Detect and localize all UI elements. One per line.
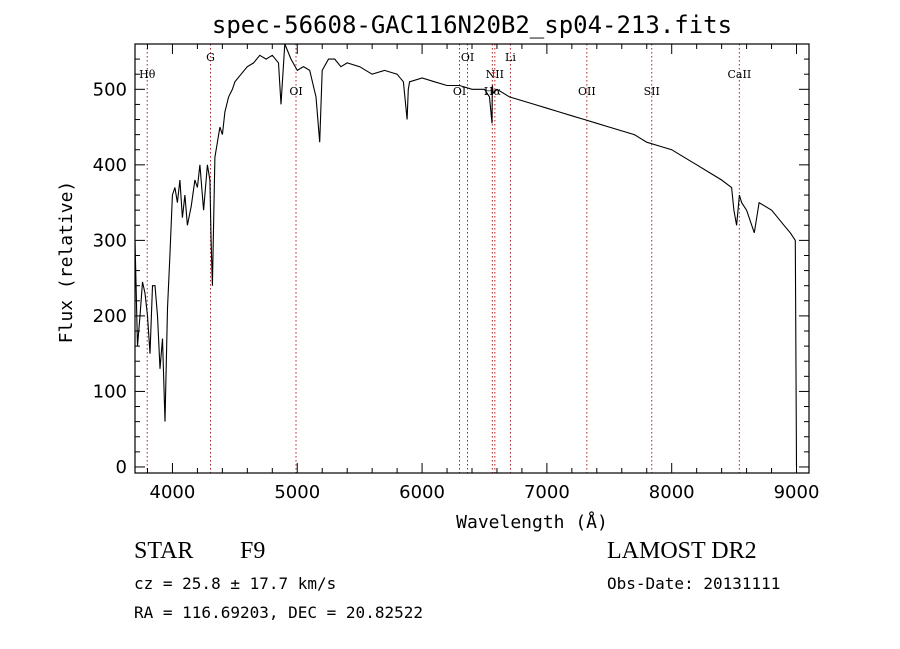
line-annotation-label: OII — [578, 85, 596, 98]
y-tick-label: 400 — [93, 155, 127, 176]
y-tick-label: 100 — [93, 381, 127, 402]
line-annotations: Hθ G OI OI OI NII Hα Li OII SII CaII — [139, 51, 751, 98]
x-axis-label: Wavelength (Å) — [456, 511, 608, 533]
y-tick-label: 200 — [93, 306, 127, 327]
plot-frame — [134, 43, 810, 474]
y-axis-label: Flux (relative) — [56, 181, 77, 344]
line-markers — [146, 44, 740, 473]
redshift-text: cz = 25.8 ± 17.7 km/s — [134, 574, 337, 593]
x-tick-label: 7000 — [524, 482, 570, 503]
x-tick-label: 8000 — [649, 482, 695, 503]
x-tick-label: 6000 — [399, 482, 445, 503]
obs-date: Obs-Date: 20131111 — [607, 574, 781, 593]
spectrum-line — [134, 43, 798, 468]
y-tick-label: 0 — [116, 457, 127, 478]
y-tick-label: 500 — [93, 79, 127, 100]
chart-title: spec-56608-GAC116N20B2_sp04-213.fits — [212, 11, 732, 39]
line-annotation-label: OI — [289, 85, 302, 98]
y-tick-label: 300 — [93, 230, 127, 251]
line-annotation-label: SII — [644, 85, 660, 98]
line-annotation-label: CaII — [728, 68, 752, 81]
line-annotation-label: G — [206, 51, 215, 64]
line-annotation-label: NII — [486, 68, 504, 81]
coordinates: RA = 116.69203, DEC = 20.82522 — [134, 603, 423, 622]
line-annotation-label: Hα — [484, 85, 502, 98]
x-tick-label: 5000 — [274, 482, 320, 503]
y-axis: 0 100 200 300 400 500 — [93, 58, 809, 478]
x-axis: 4000 5000 6000 7000 8000 9000 — [146, 44, 820, 503]
x-tick-label: 4000 — [150, 482, 196, 503]
survey-name: LAMOST DR2 — [607, 538, 757, 564]
line-annotation-label: OI — [461, 51, 474, 64]
object-class: STAR — [134, 538, 194, 564]
line-annotation-label: Hθ — [139, 68, 156, 81]
line-annotation-label: Li — [505, 51, 516, 64]
line-annotation-label: OI — [453, 85, 466, 98]
object-subclass: F9 — [240, 538, 266, 564]
x-tick-label: 9000 — [774, 482, 820, 503]
